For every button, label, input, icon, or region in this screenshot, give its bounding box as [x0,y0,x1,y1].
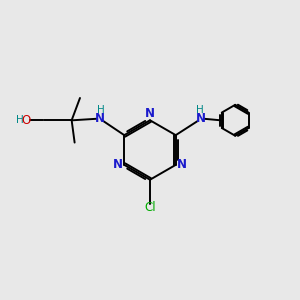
Text: N: N [113,158,123,171]
Text: Cl: Cl [144,202,156,214]
Text: H: H [98,105,105,115]
Text: N: N [145,107,155,120]
Text: N: N [95,112,105,125]
Text: H: H [196,105,203,115]
Text: N: N [196,112,206,125]
Text: O: O [21,114,31,127]
Text: N: N [177,158,187,171]
Text: H: H [16,115,23,125]
